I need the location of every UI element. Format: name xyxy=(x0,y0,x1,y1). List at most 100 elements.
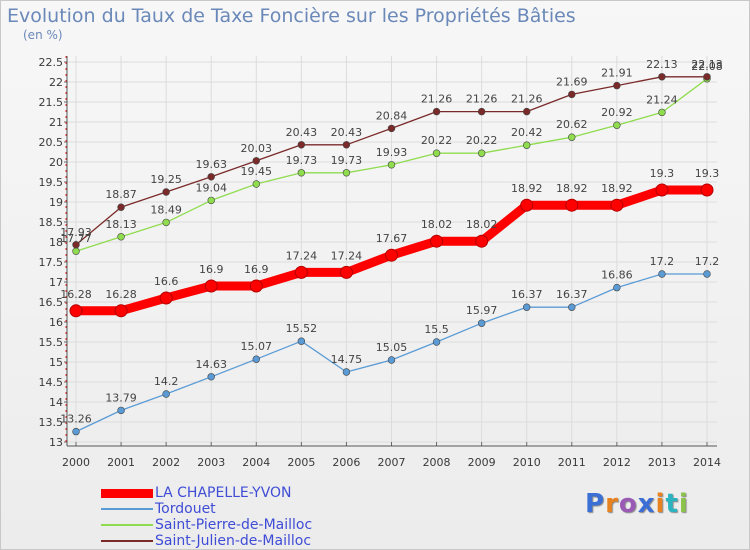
data-point-la-chapelle-yvon xyxy=(520,198,534,212)
data-label-saint-julien-de-mailloc: 22.13 xyxy=(691,58,723,71)
x-tick-label: 2002 xyxy=(152,456,180,469)
data-point-saint-pierre-de-mailloc xyxy=(72,247,80,255)
data-label-la-chapelle-yvon: 18.92 xyxy=(556,182,588,195)
data-label-la-chapelle-yvon: 17.24 xyxy=(286,249,318,262)
data-label-la-chapelle-yvon: 18.92 xyxy=(601,182,633,195)
data-point-la-chapelle-yvon xyxy=(565,198,579,212)
data-point-la-chapelle-yvon xyxy=(430,234,444,248)
data-label-tordouet: 15.97 xyxy=(466,304,498,317)
data-label-saint-pierre-de-mailloc: 19.73 xyxy=(331,154,363,167)
logo-letter: o xyxy=(618,489,638,519)
data-label-saint-julien-de-mailloc: 21.26 xyxy=(466,93,498,106)
data-label-saint-julien-de-mailloc: 19.63 xyxy=(195,158,227,171)
data-point-la-chapelle-yvon xyxy=(114,304,128,318)
data-label-tordouet: 13.26 xyxy=(60,413,92,426)
grid xyxy=(67,56,717,443)
data-point-saint-julien-de-mailloc xyxy=(342,141,351,149)
y-tick-label: 17 xyxy=(49,276,63,289)
legend-label-la-chapelle-yvon: LA CHAPELLE-YVON xyxy=(155,485,292,501)
y-tick-label: 13 xyxy=(49,436,63,449)
data-label-tordouet: 17.2 xyxy=(695,255,720,268)
data-point-tordouet xyxy=(703,270,711,278)
x-tick-label: 2000 xyxy=(62,456,90,469)
y-tick-label: 19 xyxy=(49,196,63,209)
data-label-la-chapelle-yvon: 16.28 xyxy=(105,288,137,301)
data-point-tordouet xyxy=(207,373,215,381)
data-point-saint-pierre-de-mailloc xyxy=(568,133,576,141)
data-label-saint-julien-de-mailloc: 21.26 xyxy=(421,93,453,106)
logo-letter: i xyxy=(655,489,666,519)
data-point-la-chapelle-yvon xyxy=(159,291,173,305)
y-tick-label: 22 xyxy=(49,76,63,89)
y-tick-label: 18.5 xyxy=(39,216,64,229)
data-label-saint-julien-de-mailloc: 21.26 xyxy=(511,93,543,106)
data-point-la-chapelle-yvon xyxy=(655,183,669,197)
data-label-tordouet: 15.5 xyxy=(424,323,449,336)
data-point-tordouet xyxy=(523,303,531,311)
data-point-saint-pierre-de-mailloc xyxy=(523,141,531,149)
legend-swatch-la-chapelle-yvon xyxy=(101,488,153,498)
data-point-tordouet xyxy=(613,283,621,292)
legend-swatch-saint-pierre-de-mailloc xyxy=(101,524,153,526)
data-point-saint-julien-de-mailloc xyxy=(523,107,531,116)
data-point-saint-julien-de-mailloc xyxy=(477,107,486,116)
y-tick-label: 16.5 xyxy=(39,296,64,309)
data-label-saint-pierre-de-mailloc: 20.42 xyxy=(511,126,543,139)
data-label-tordouet: 15.05 xyxy=(376,341,408,354)
data-label-saint-pierre-de-mailloc: 20.22 xyxy=(466,134,498,147)
data-label-saint-pierre-de-mailloc: 19.73 xyxy=(286,154,318,167)
y-tick-label: 14.5 xyxy=(39,376,64,389)
data-point-tordouet xyxy=(342,368,351,376)
data-point-tordouet xyxy=(387,356,396,364)
data-label-saint-pierre-de-mailloc: 17.77 xyxy=(60,232,92,245)
data-label-tordouet: 16.86 xyxy=(601,269,633,282)
data-point-saint-pierre-de-mailloc xyxy=(658,108,666,117)
data-label-saint-pierre-de-mailloc: 20.22 xyxy=(421,134,453,147)
legend-label-tordouet: Tordouet xyxy=(155,501,216,517)
data-label-saint-julien-de-mailloc: 20.03 xyxy=(241,142,273,155)
data-point-saint-pierre-de-mailloc xyxy=(252,180,260,188)
y-axis-unit: (en %) xyxy=(23,28,63,42)
data-label-saint-pierre-de-mailloc: 20.92 xyxy=(601,106,633,119)
data-label-saint-julien-de-mailloc: 21.69 xyxy=(556,75,588,88)
y-tick-label: 15 xyxy=(49,356,63,369)
data-point-saint-pierre-de-mailloc xyxy=(207,196,215,205)
data-label-tordouet: 14.2 xyxy=(154,375,179,388)
y-tick-label: 14 xyxy=(49,396,63,409)
data-label-saint-pierre-de-mailloc: 18.13 xyxy=(105,218,137,231)
data-point-saint-julien-de-mailloc xyxy=(387,124,396,133)
data-label-la-chapelle-yvon: 16.28 xyxy=(60,288,92,301)
y-tick-label: 13.5 xyxy=(39,416,64,429)
data-point-saint-julien-de-mailloc xyxy=(703,73,711,81)
data-point-tordouet xyxy=(477,319,486,327)
logo-letter: P xyxy=(585,489,606,519)
y-tick-label: 16 xyxy=(49,316,63,329)
data-label-saint-pierre-de-mailloc: 18.49 xyxy=(150,203,182,216)
data-point-la-chapelle-yvon xyxy=(475,234,489,248)
data-point-la-chapelle-yvon xyxy=(69,304,83,318)
data-point-la-chapelle-yvon xyxy=(385,248,398,262)
data-label-saint-julien-de-mailloc: 19.25 xyxy=(150,173,182,186)
data-point-tordouet xyxy=(162,390,170,398)
data-point-la-chapelle-yvon xyxy=(339,265,353,279)
data-label-la-chapelle-yvon: 17.24 xyxy=(331,249,363,262)
data-label-saint-pierre-de-mailloc: 19.93 xyxy=(376,146,408,159)
data-label-saint-julien-de-mailloc: 22.13 xyxy=(646,58,678,71)
x-tick-label: 2007 xyxy=(378,456,406,469)
data-label-saint-julien-de-mailloc: 18.87 xyxy=(105,188,137,201)
data-label-tordouet: 14.63 xyxy=(195,358,227,371)
data-label-saint-pierre-de-mailloc: 19.04 xyxy=(195,181,227,194)
data-point-saint-julien-de-mailloc xyxy=(72,241,80,249)
data-labels: 13.26 13.79 14.2 14.63 15.07 15.52 14.75 15.05 1… xyxy=(60,58,723,426)
x-tick-label: 2005 xyxy=(287,456,315,469)
data-label-saint-julien-de-mailloc: 20.43 xyxy=(286,126,318,139)
data-label-la-chapelle-yvon: 16.6 xyxy=(154,275,179,288)
logo-letter: t xyxy=(665,489,679,519)
x-tick-label: 2014 xyxy=(693,456,721,469)
data-label-tordouet: 13.79 xyxy=(105,391,137,404)
legend-label-saint-pierre-de-mailloc: Saint-Pierre-de-Mailloc xyxy=(155,517,313,533)
x-tick-label: 2010 xyxy=(513,456,541,469)
series xyxy=(69,73,714,436)
data-point-saint-julien-de-mailloc xyxy=(117,203,125,211)
